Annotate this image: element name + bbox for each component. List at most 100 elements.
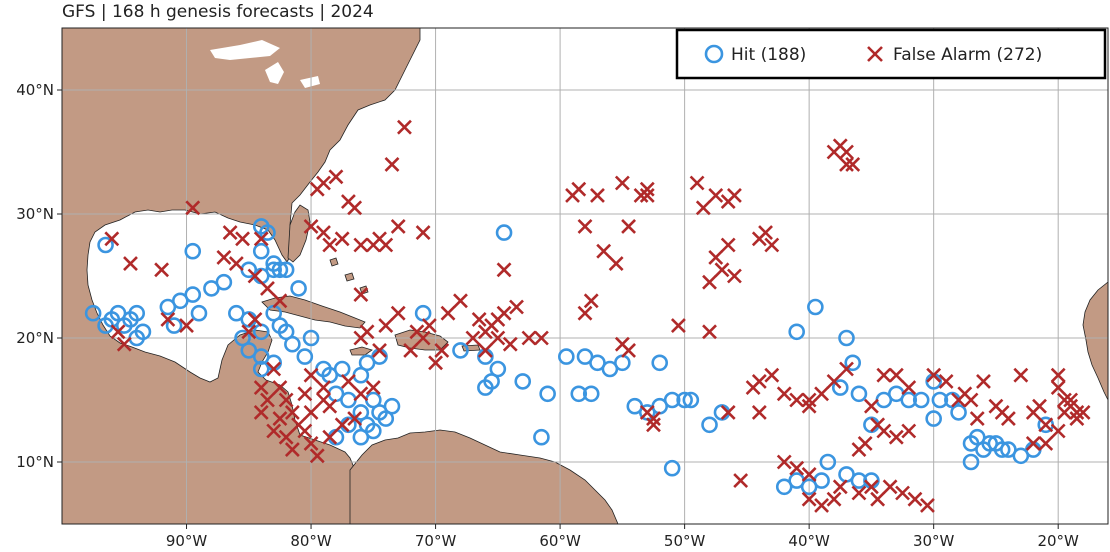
false-alarm-point — [839, 361, 854, 377]
hit-point — [514, 373, 532, 390]
false-alarm-point — [1050, 423, 1066, 439]
hit-point — [265, 261, 282, 279]
false-alarm-point — [1050, 367, 1066, 383]
false-alarm-point — [116, 336, 132, 352]
false-alarm-point — [826, 491, 842, 507]
legend-false-alarm-label: False Alarm (272) — [893, 45, 1042, 65]
false-alarm-point — [571, 181, 587, 197]
hit-point — [184, 242, 202, 260]
hit-point — [788, 323, 805, 341]
hit-point — [993, 441, 1011, 458]
false-alarm-point — [621, 218, 637, 234]
false-alarm-point — [471, 311, 487, 327]
legend-false-alarm-x — [867, 46, 883, 62]
false-alarm-point — [920, 497, 935, 513]
hit-point — [365, 422, 382, 440]
false-alarm-point — [297, 423, 313, 439]
hit-point — [184, 286, 202, 303]
false-alarm-point — [365, 380, 381, 396]
false-alarm-point — [303, 404, 319, 420]
false-alarm-point — [801, 392, 817, 408]
false-alarm-point — [303, 435, 319, 451]
false-alarm-point — [421, 318, 437, 334]
jamaica-land — [349, 346, 373, 356]
false-alarm-point — [851, 485, 867, 501]
legend-hit-label: Hit (188) — [731, 45, 806, 65]
hit-point — [819, 453, 837, 471]
false-alarm-point — [334, 417, 350, 433]
false-alarm-point — [185, 200, 201, 216]
false-alarm-point — [303, 367, 319, 383]
great-lakes — [210, 40, 320, 88]
false-alarm-point — [826, 373, 842, 389]
false-alarm-point — [845, 156, 861, 172]
false-alarm-point — [876, 367, 892, 383]
false-alarm-point — [801, 398, 817, 414]
hit-point — [165, 317, 183, 334]
false-alarm-point — [583, 293, 599, 309]
false-alarm-point — [415, 330, 431, 346]
false-alarm-point — [1038, 435, 1054, 451]
false-alarm-point — [465, 330, 481, 346]
false-alarm-point — [453, 293, 468, 309]
hit-point — [84, 304, 102, 322]
false-alarm-point — [1075, 404, 1091, 420]
false-alarm-point — [390, 218, 406, 234]
false-alarm-point — [901, 380, 917, 396]
false-alarm-point — [253, 380, 269, 396]
false-alarm-point — [316, 380, 331, 396]
hit-point — [533, 428, 550, 446]
false-alarm-point — [776, 454, 792, 470]
hit-point — [701, 416, 718, 434]
hit-point — [676, 391, 693, 409]
false-alarm-point — [689, 175, 705, 191]
false-alarm-point — [639, 181, 655, 197]
false-alarm-point — [764, 237, 780, 253]
x-tick-label: 80°W — [290, 532, 332, 550]
hit-point — [495, 224, 513, 241]
false-alarm-point — [316, 175, 331, 191]
false-alarm-point — [876, 423, 892, 439]
false-alarm-point — [477, 342, 493, 358]
false-alarm-point — [347, 411, 363, 427]
false-alarm-point — [938, 373, 954, 389]
false-alarm-point — [727, 187, 742, 203]
false-alarm-point — [708, 249, 724, 265]
false-alarm-point — [384, 156, 400, 172]
false-alarm-point — [839, 144, 854, 160]
false-alarm-point — [1038, 417, 1054, 433]
south-america-land — [349, 429, 619, 524]
false-alarm-point — [720, 404, 736, 420]
false-alarm-point — [1013, 367, 1029, 383]
hit-point — [558, 348, 575, 365]
false-alarm-point — [322, 398, 338, 414]
hit-point — [931, 391, 949, 409]
false-alarm-point — [260, 280, 275, 296]
hit-point — [912, 391, 930, 409]
false-alarm-point — [123, 256, 138, 272]
false-alarm-point — [509, 299, 524, 315]
false-alarm-point — [222, 225, 238, 241]
hit-point — [663, 459, 681, 477]
hit-point — [97, 236, 114, 254]
false-alarm-point — [266, 423, 282, 439]
false-alarm-point — [353, 287, 369, 303]
hit-point — [651, 354, 669, 372]
false-alarm-point — [521, 330, 537, 346]
false-alarm-point — [814, 497, 830, 513]
false-alarm-point — [496, 262, 512, 278]
legend-box — [675, 28, 1107, 80]
false-alarm-point — [284, 404, 300, 420]
hit-point — [807, 298, 824, 316]
false-alarm-point — [976, 373, 991, 389]
false-alarm-point — [994, 404, 1010, 420]
false-alarm-point — [316, 225, 331, 241]
false-alarm-point — [733, 473, 749, 489]
false-alarm-point — [776, 386, 792, 402]
hit-point — [483, 373, 500, 390]
false-alarm-point — [801, 466, 817, 482]
false-alarm-point — [708, 187, 724, 203]
false-alarm-point — [278, 392, 294, 408]
false-alarm-point — [160, 311, 176, 327]
hit-point — [838, 329, 855, 347]
